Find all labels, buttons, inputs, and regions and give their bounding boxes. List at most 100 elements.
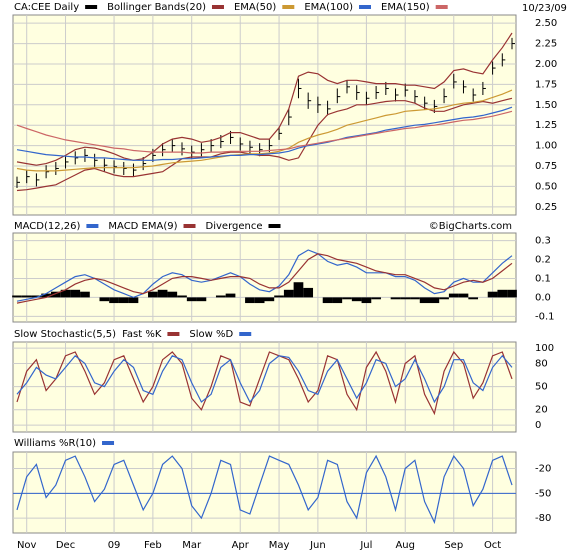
x-tick-label: Nov [17, 540, 37, 551]
x-tick-label: Aug [395, 540, 415, 551]
divergence-bar [322, 297, 333, 304]
divergence-bar [361, 297, 372, 304]
divergence-bar [148, 291, 158, 298]
legend-label: MACD(12,26) [14, 221, 81, 232]
bollinger-upper [16, 32, 513, 166]
y-tick-label: 2.50 [535, 18, 557, 29]
legend-swatch [239, 332, 252, 336]
legend-label: CA:CEE Daily [14, 2, 79, 13]
y-tick-label: 2.00 [535, 59, 557, 70]
divergence-bar [371, 297, 381, 300]
divergence-bar [390, 297, 401, 300]
panel-title: Slow Stochastic(5,5) [14, 329, 116, 340]
y-tick-label: 1.25 [535, 120, 557, 131]
x-tick-label: Dec [56, 540, 75, 551]
plot-area [12, 451, 517, 534]
legend-label: EMA(150) [381, 2, 430, 13]
y-tick-label: 50 [535, 382, 548, 393]
divergence-bar [60, 289, 71, 298]
divergence-bar [41, 293, 51, 298]
date: 10/23/09 [522, 3, 567, 14]
divergence-bar [410, 297, 420, 300]
x-tick-label: Feb [144, 540, 162, 551]
divergence-bar [342, 297, 352, 300]
x-tick-label: Mar [182, 540, 202, 551]
legend-swatch [183, 224, 196, 228]
divergence-bar [118, 297, 129, 304]
legend-swatch [268, 224, 281, 228]
indicator-line [16, 354, 513, 404]
divergence-bar [21, 295, 32, 298]
indicator-line [16, 350, 513, 416]
divergence-bar [448, 293, 459, 298]
divergence-bar [419, 297, 430, 304]
y-tick-label: 20 [535, 405, 548, 416]
divergence-bar [487, 291, 498, 298]
y-tick-label: 100 [535, 343, 554, 354]
legend-swatch [102, 441, 115, 445]
y-tick-label: -20 [535, 464, 551, 475]
legend-swatch [435, 5, 448, 9]
legend-label: Bollinger Bands(20) [107, 2, 206, 13]
divergence-bar [507, 289, 517, 298]
x-tick-label: May [269, 540, 290, 551]
y-tick-label: 80 [535, 359, 548, 370]
y-tick-label: -0.1 [535, 311, 555, 322]
divergence-bar [196, 297, 207, 302]
x-tick-label: 09 [108, 540, 121, 551]
x-tick-label: Jul [359, 540, 372, 551]
y-tick-label: 1.50 [535, 100, 557, 111]
divergence-bar [429, 297, 440, 304]
legend-swatch [359, 5, 371, 9]
divergence-bar [157, 289, 168, 298]
divergence-bar [245, 297, 255, 304]
divergence-bar [50, 291, 61, 298]
divergence-bar [109, 297, 119, 304]
divergence-bar [70, 289, 81, 298]
divergence-bar [225, 293, 236, 298]
y-tick-label: -50 [535, 488, 551, 499]
y-tick-label: -80 [535, 513, 551, 524]
legend-label: Slow %D [189, 329, 233, 340]
divergence-bar [215, 295, 226, 298]
legend-label: MACD EMA(9) [108, 221, 177, 232]
y-tick-label: 1.75 [535, 79, 557, 90]
legend-swatch [167, 332, 180, 336]
y-tick-label: 0.1 [535, 273, 551, 284]
ema-line [16, 89, 513, 172]
plot-area [12, 232, 517, 323]
divergence-bar [274, 295, 284, 298]
legend-swatch [85, 5, 98, 9]
legend-label: EMA(50) [234, 2, 276, 13]
x-tick-label: Oct [484, 540, 501, 551]
x-tick-label: Sep [444, 540, 463, 551]
divergence-bar [186, 297, 197, 302]
indicator-line [16, 454, 513, 525]
divergence-bar [497, 289, 508, 298]
divergence-bar [12, 295, 22, 298]
divergence-bar [283, 289, 294, 298]
divergence-bar [458, 293, 469, 298]
credit: ©BigCharts.com [429, 221, 512, 232]
y-tick-label: 1.00 [535, 141, 557, 152]
legend-swatch [211, 5, 224, 9]
y-tick-label: 0.50 [535, 181, 557, 192]
divergence-bar [332, 297, 343, 304]
divergence-bar [128, 297, 139, 304]
y-tick-label: 0.25 [535, 202, 557, 213]
divergence-bar [293, 282, 304, 298]
divergence-bar [303, 287, 314, 298]
divergence-bar [167, 291, 178, 298]
divergence-bar [254, 297, 265, 304]
legend-label: Divergence [206, 221, 263, 232]
x-tick-label: Apr [232, 540, 250, 551]
y-tick-label: 2.25 [535, 39, 557, 50]
legend-swatch [86, 224, 99, 228]
y-tick-label: 0.3 [535, 236, 551, 247]
ema-line [16, 110, 513, 154]
divergence-bar [400, 297, 411, 300]
y-tick-label: 0.75 [535, 161, 557, 172]
divergence-bar [99, 297, 110, 302]
divergence-bar [80, 291, 90, 298]
